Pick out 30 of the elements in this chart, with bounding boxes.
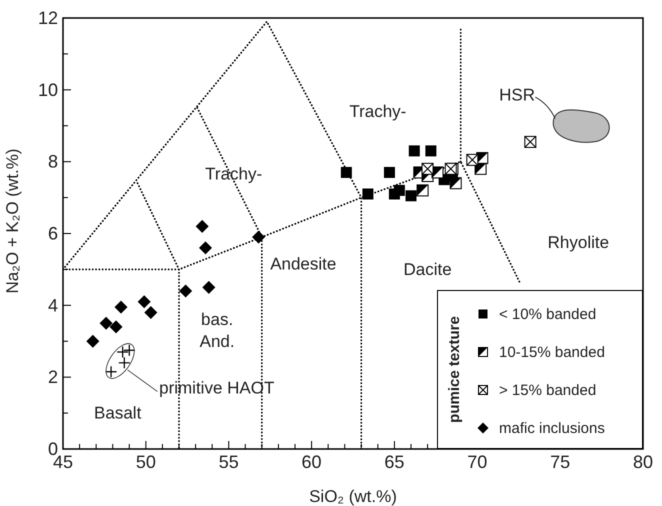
annotation: Trachy- (205, 164, 262, 184)
y-tick-label: 4 (48, 295, 58, 316)
legend-title: pumice texture (446, 316, 463, 423)
annotation: HSR (499, 86, 536, 105)
legend-label: < 10% banded (499, 306, 596, 323)
x-tick-label: 60 (302, 452, 322, 472)
x-tick-label: 75 (550, 452, 570, 472)
x-tick-label: 80 (632, 452, 654, 472)
x-tick-label: 65 (384, 452, 404, 472)
legend-label: mafic inclusions (499, 420, 605, 437)
x-tick-label: 50 (136, 452, 156, 472)
annotation: Andesite (270, 254, 336, 274)
y-tick-label: 2 (48, 367, 58, 388)
annotation: bas. And. (200, 310, 235, 352)
legend-label: > 15% banded (499, 382, 596, 399)
x-tick-label: 55 (218, 452, 239, 472)
series-label: primitive HAOT (159, 378, 274, 398)
y-tick-label: 10 (38, 80, 58, 100)
y-tick-label: 6 (48, 224, 58, 244)
annotation: Rhyolite (548, 232, 610, 252)
x-tick-label: 70 (467, 452, 488, 472)
y-tick-label: 0 (48, 439, 58, 459)
annotation: Trachy- (349, 102, 406, 121)
annotation: Dacite (403, 260, 452, 279)
x-axis-title: SiO₂ (wt.%) (309, 487, 397, 506)
y-tick-label: 8 (48, 152, 58, 172)
annotation: Basalt (94, 403, 142, 422)
legend-label: 10-15% banded (499, 344, 605, 361)
y-axis-title: Na₂O + K₂O (wt.%) (3, 148, 22, 294)
y-tick-label: 12 (38, 8, 58, 28)
